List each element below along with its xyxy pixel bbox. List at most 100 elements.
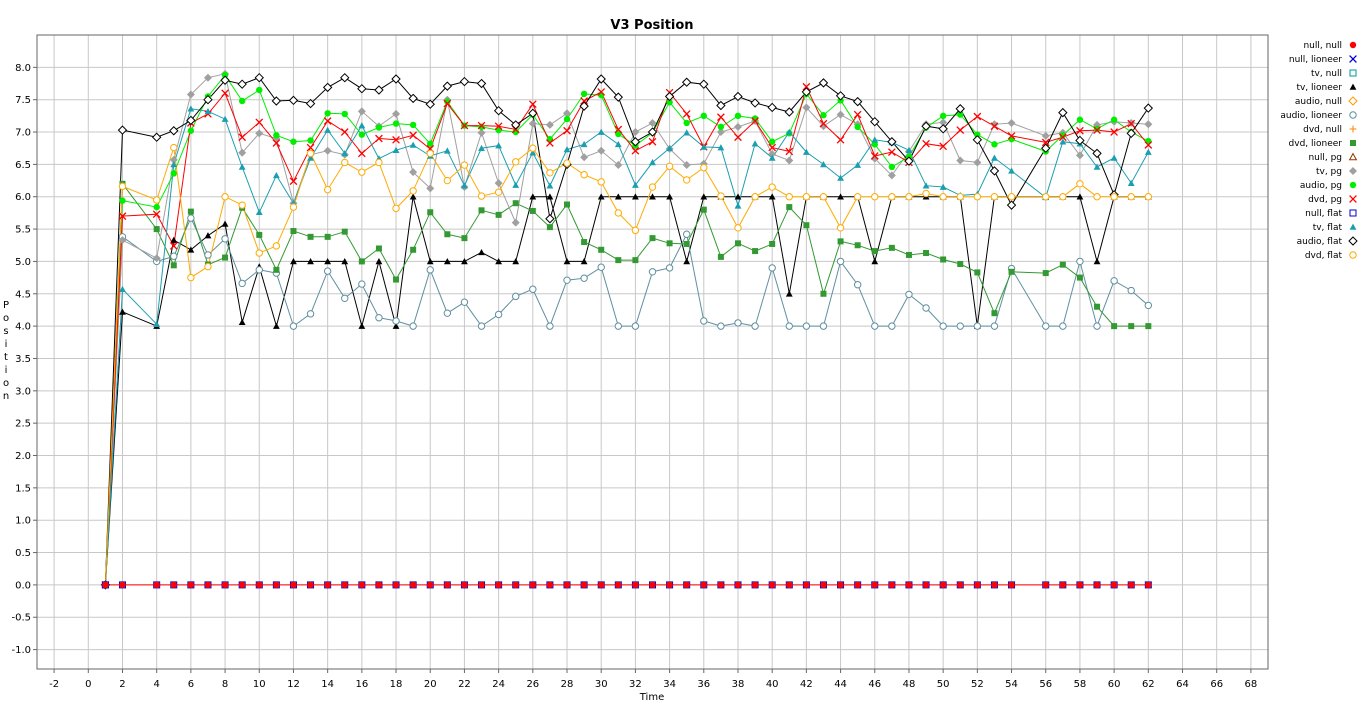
legend-marker: [1349, 69, 1357, 77]
data-point: [254, 72, 264, 83]
data-point: [409, 322, 417, 330]
data-point: [785, 193, 793, 201]
data-point: [939, 183, 947, 190]
data-point: [546, 139, 554, 147]
data-point: [203, 94, 213, 105]
data-point: [563, 276, 571, 284]
data-point: [459, 76, 470, 87]
data-point: [922, 189, 930, 198]
data-point: [409, 131, 417, 140]
data-point: [290, 138, 297, 145]
data-point: [956, 126, 965, 134]
data-point: [683, 129, 691, 136]
data-point: [563, 109, 572, 118]
data-point: [272, 242, 281, 250]
data-point: [598, 246, 605, 253]
y-tick-label: 7.5: [15, 95, 31, 106]
data-point: [187, 273, 195, 282]
data-point: [957, 261, 964, 268]
data-point: [598, 91, 605, 99]
data-point: [751, 117, 759, 125]
data-point: [837, 193, 844, 200]
legend-marker: [1348, 236, 1358, 246]
data-point: [529, 581, 537, 589]
data-point: [512, 292, 520, 301]
data-point: [427, 209, 434, 216]
data-point: [581, 239, 588, 246]
legend-marker: [1348, 96, 1358, 106]
x-tick-label: 38: [732, 679, 745, 690]
data-point: [307, 258, 314, 265]
data-point: [939, 322, 947, 330]
data-point: [238, 581, 246, 589]
x-tick-label: 40: [766, 679, 779, 690]
data-point: [1128, 323, 1135, 330]
data-point: [751, 322, 759, 330]
data-point: [955, 104, 965, 114]
data-point: [1041, 131, 1050, 140]
data-point: [681, 77, 692, 87]
data-point: [1076, 193, 1084, 200]
legend-label: audio, pg: [1300, 181, 1342, 191]
data-point: [734, 319, 742, 327]
y-tick-label: 2.0: [15, 451, 31, 462]
data-point: [187, 208, 194, 215]
y-tick-label: 3.0: [15, 386, 31, 397]
y-axis-label-letter: i: [5, 365, 8, 376]
data-point: [256, 581, 263, 589]
x-tick-label: 10: [253, 679, 266, 690]
data-point: [494, 122, 503, 131]
data-point: [751, 140, 759, 147]
data-point: [478, 123, 485, 131]
data-point: [802, 148, 810, 155]
data-point: [409, 581, 417, 589]
data-point: [391, 74, 401, 84]
data-point: [1041, 138, 1050, 147]
data-point: [700, 163, 708, 172]
data-point: [1145, 323, 1152, 330]
data-point: [512, 158, 520, 166]
data-point: [340, 128, 349, 136]
x-tick-label: 14: [321, 679, 334, 690]
data-point: [888, 581, 896, 589]
data-point: [683, 240, 690, 247]
data-point: [460, 121, 469, 130]
data-point: [443, 309, 452, 317]
data-point: [632, 181, 639, 188]
data-point: [597, 146, 606, 155]
data-point: [888, 244, 895, 251]
data-point: [461, 182, 468, 189]
y-tick-label: -0.5: [11, 613, 31, 624]
data-point: [1127, 119, 1136, 128]
data-point: [546, 169, 554, 177]
data-point: [871, 193, 879, 201]
legend-marker: [1349, 125, 1357, 133]
data-point: [494, 179, 503, 188]
data-point: [1110, 116, 1118, 123]
data-point: [495, 581, 502, 589]
data-point: [409, 121, 417, 129]
data-point: [1110, 128, 1118, 136]
data-point: [938, 124, 948, 134]
data-point: [649, 193, 656, 200]
data-point: [614, 161, 623, 170]
data-point: [288, 95, 299, 106]
data-point: [632, 581, 639, 589]
data-point: [221, 220, 229, 227]
data-point: [290, 228, 297, 235]
series-markers: [101, 143, 1153, 589]
data-point: [1093, 125, 1101, 133]
data-point: [665, 264, 674, 272]
data-point: [152, 254, 161, 263]
data-point: [305, 98, 316, 109]
data-point: [170, 160, 178, 168]
data-point: [118, 236, 127, 245]
data-point: [939, 112, 947, 120]
data-point: [580, 97, 588, 105]
data-point: [153, 203, 160, 211]
legend-marker: [1349, 167, 1357, 175]
data-point: [717, 144, 725, 151]
data-point: [974, 131, 981, 138]
data-point: [289, 177, 298, 186]
data-point: [922, 304, 930, 312]
